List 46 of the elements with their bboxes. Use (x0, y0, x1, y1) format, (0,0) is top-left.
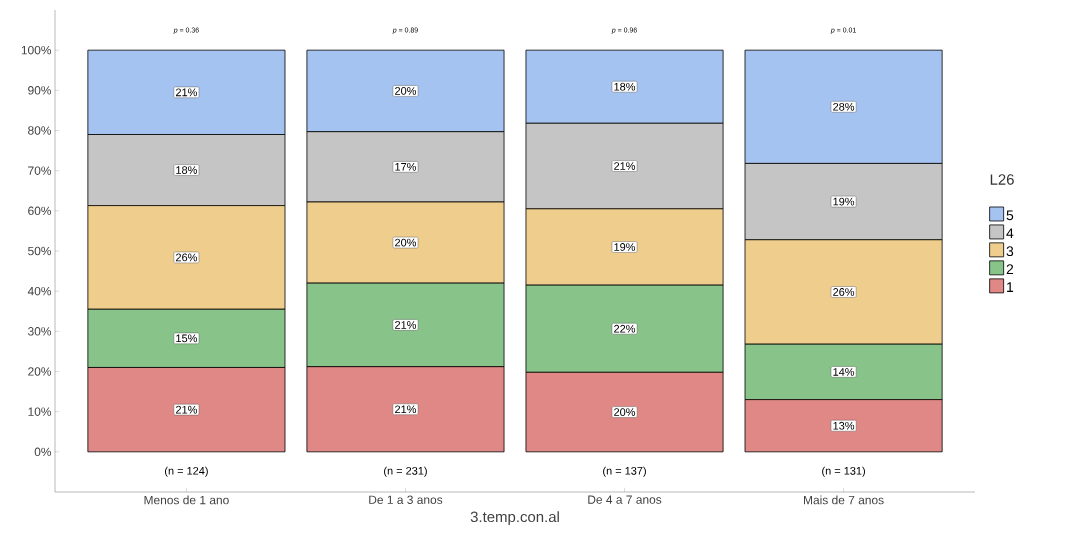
legend-label: 5 (1006, 210, 1014, 221)
x-tick-label: Mais de 7 anos (804, 495, 884, 505)
x-tick-label: Menos de 1 ano (144, 495, 229, 505)
legend-label: 1 (1007, 282, 1014, 292)
data-label: 18% (176, 166, 197, 174)
y-tick-label: 30% (28, 327, 52, 336)
y-tick-label: 90% (28, 86, 52, 95)
data-label: 21% (395, 321, 417, 329)
y-tick-label: 20% (28, 367, 52, 376)
y-tick-label: 60% (28, 206, 52, 216)
data-label: 20% (395, 87, 417, 95)
x-axis-title: 3.temp.con.al (470, 511, 559, 526)
data-label: 21% (176, 88, 197, 97)
data-label: 20% (395, 238, 417, 247)
y-tick-label: 40% (27, 286, 52, 296)
data-label: 21% (395, 405, 417, 414)
y-tick-label: 50% (28, 246, 52, 256)
annotation: (n = 124) (165, 466, 208, 477)
x-tick-label: De 1 a 3 anos (369, 495, 443, 504)
legend-title: L26 (990, 174, 1014, 185)
legend-label: 3 (1006, 246, 1014, 257)
data-label: 18% (614, 82, 636, 91)
data-label: 21% (614, 162, 636, 170)
annotation: (n = 131) (822, 466, 865, 477)
data-label: 14% (833, 368, 855, 376)
y-tick-label: 80% (28, 126, 52, 135)
annotation: (n = 231) (384, 466, 427, 477)
data-label: 20% (614, 408, 636, 416)
data-label: 15% (176, 334, 197, 343)
data-label: 19% (614, 243, 636, 251)
data-label: 22% (614, 324, 636, 333)
annotation: (n = 137) (603, 466, 646, 477)
data-label: 26% (833, 288, 855, 296)
y-tick-label: 70% (28, 166, 52, 175)
legend-label: 2 (1006, 264, 1014, 274)
y-tick-label: 10% (28, 407, 52, 416)
data-label: 28% (833, 102, 855, 111)
y-tick-label: 0% (34, 447, 52, 457)
y-tick-label: 100% (21, 45, 52, 55)
data-label: 21% (176, 405, 197, 414)
legend-label: 4 (1006, 228, 1014, 238)
data-label: 13% (833, 421, 855, 430)
data-label: 19% (833, 197, 855, 206)
data-label: 26% (176, 253, 197, 262)
data-label: 17% (395, 163, 417, 171)
x-tick-label: De 4 a 7 anos (588, 495, 662, 504)
